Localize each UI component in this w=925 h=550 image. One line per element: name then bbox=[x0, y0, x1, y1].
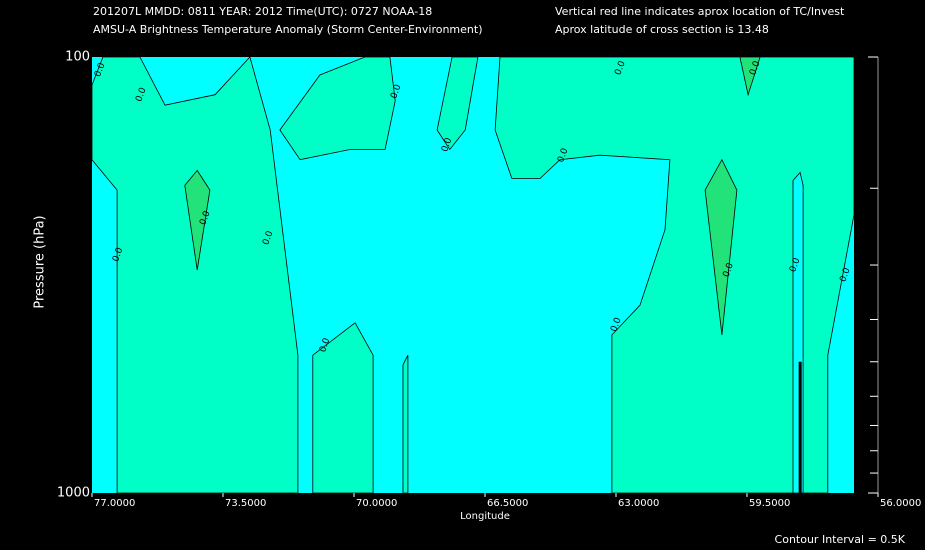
contour-label: 0.0 bbox=[440, 136, 454, 153]
contour-label: 0.0 bbox=[788, 257, 802, 274]
header-line: Aprox latitude of cross section is 13.48 bbox=[555, 23, 769, 36]
contour-region bbox=[402, 355, 409, 494]
header-line: AMSU-A Brightness Temperature Anomaly (S… bbox=[93, 23, 483, 36]
contour-label: 0.0 bbox=[111, 246, 125, 263]
contour-region bbox=[91, 56, 299, 494]
contour-label: 0.0 bbox=[389, 83, 403, 100]
y-axis-label: Pressure (hPa) bbox=[33, 215, 48, 308]
contour-region bbox=[494, 56, 855, 494]
x-tick-label: 70.0000 bbox=[356, 498, 397, 509]
x-tick-label: 66.5000 bbox=[487, 498, 528, 509]
contour-label: 0.0 bbox=[93, 61, 107, 78]
contour-label: 0.0 bbox=[556, 147, 570, 164]
contour-label: 0.0 bbox=[722, 261, 736, 278]
header-line: Vertical red line indicates aprox locati… bbox=[555, 5, 845, 18]
contour-region bbox=[704, 158, 738, 335]
contour-label: 0.0 bbox=[318, 337, 332, 354]
contour-region bbox=[279, 56, 396, 161]
contour-region bbox=[436, 56, 479, 151]
contour-region bbox=[184, 169, 211, 271]
contour-label: 0.0 bbox=[261, 229, 275, 246]
contour-label: 0.0 bbox=[838, 266, 852, 283]
contour-label: 0.0 bbox=[748, 60, 762, 77]
contour-region bbox=[739, 56, 761, 97]
x-axis-label: Longitude bbox=[460, 511, 510, 522]
footnote: Contour Interval = 0.5K bbox=[775, 533, 906, 546]
x-tick-label: 73.5000 bbox=[225, 498, 266, 509]
contour-label: 0.0 bbox=[198, 209, 212, 226]
x-tick-label: 59.5000 bbox=[749, 498, 790, 509]
header-line: 201207L MMDD: 0811 YEAR: 2012 Time(UTC):… bbox=[93, 5, 432, 18]
x-tick-label: 77.0000 bbox=[94, 498, 135, 509]
contour-label: 0.0 bbox=[609, 316, 623, 333]
contour-label: 0.0 bbox=[134, 86, 148, 103]
x-tick-label: 56.0000 bbox=[880, 498, 921, 509]
y-tick-label: 1000 bbox=[57, 486, 90, 501]
contour-region bbox=[312, 322, 374, 494]
y-tick-label: 100 bbox=[65, 50, 90, 65]
plot-area: 0.0 0.0 0.0 0.0 0.0 0.0 0.0 0.0 0.0 0.0 0.0 0.0 0.0 0… bbox=[91, 56, 855, 494]
x-tick-label: 63.0000 bbox=[618, 498, 659, 509]
contour-label: 0.0 bbox=[613, 60, 627, 77]
